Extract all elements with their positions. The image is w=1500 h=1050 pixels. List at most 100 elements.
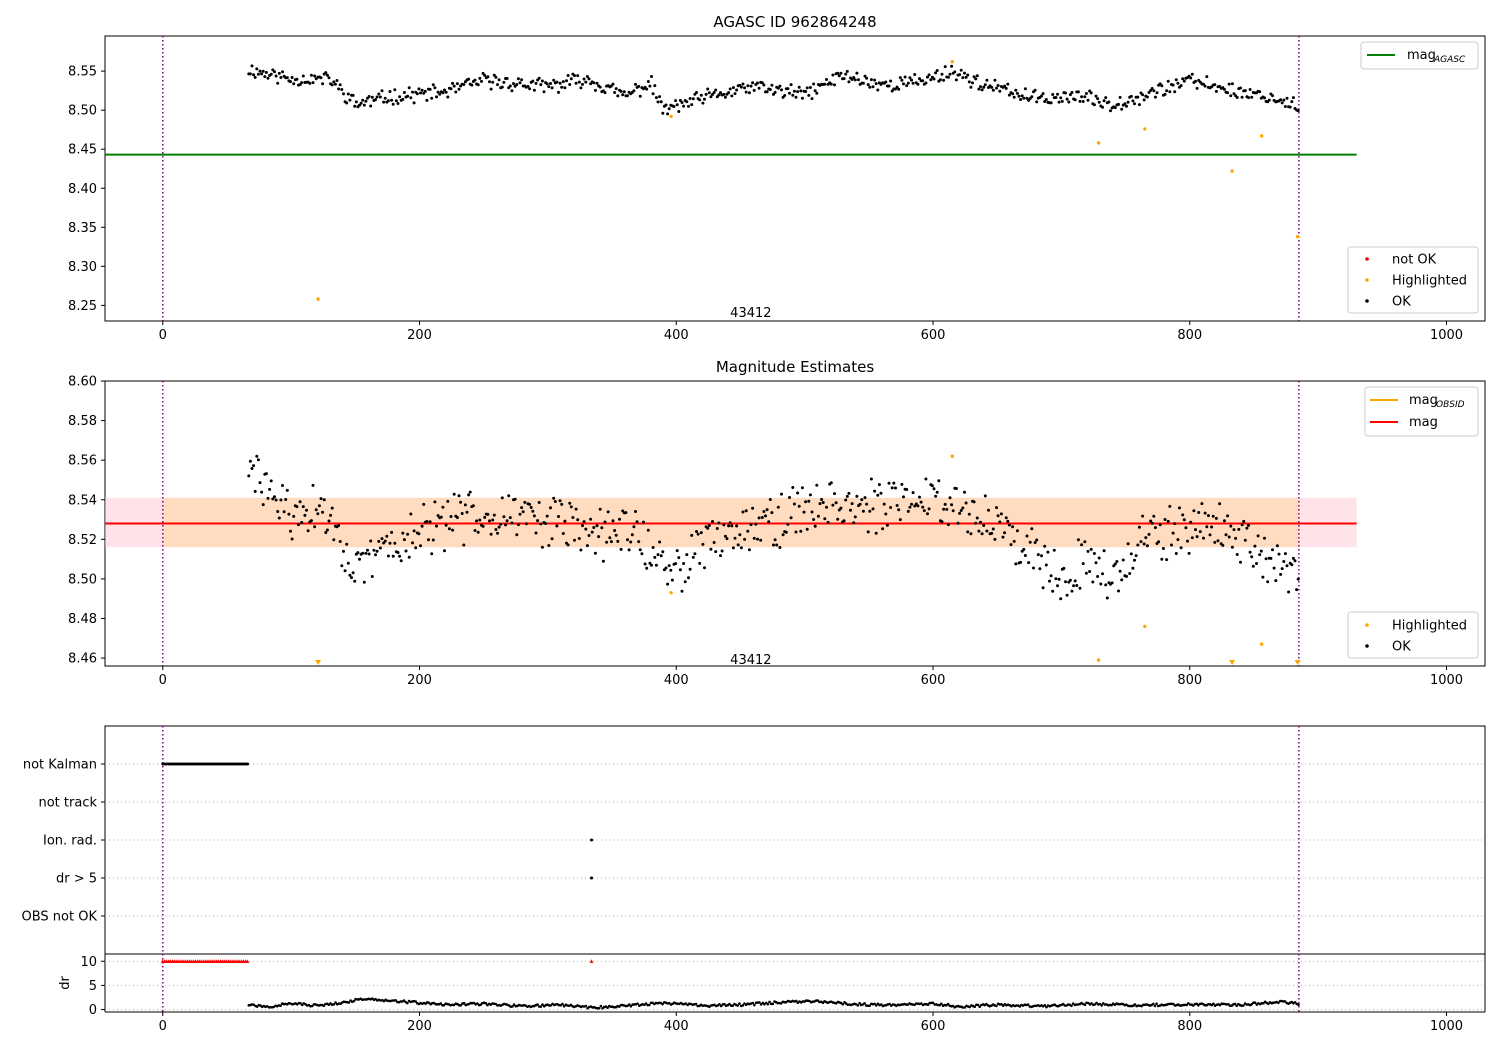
panel1-ok-point	[1136, 95, 1140, 99]
panel2-ok-point	[279, 498, 283, 502]
panel2-ok-point	[715, 527, 719, 530]
panel1-ok-point	[441, 91, 445, 95]
panel1-ok-point	[722, 92, 726, 96]
dr-clipped-marker	[245, 959, 250, 964]
panel1-ok-point	[324, 71, 328, 75]
panel1-ok-point	[1285, 96, 1289, 100]
panel2-ok-point	[1134, 554, 1138, 558]
panel2-ok-point	[1287, 590, 1291, 594]
panel2-ok-point	[287, 512, 291, 516]
panel2-ok-point	[1173, 522, 1177, 526]
panel2-ok-point	[414, 546, 418, 550]
legend-label: Highlighted	[1392, 619, 1467, 634]
panel2-ok-point	[507, 494, 511, 498]
panel2-ok-point	[343, 569, 347, 573]
legend-box	[1347, 246, 1479, 314]
legend-marker	[1365, 299, 1369, 303]
panel1-ok-point	[927, 73, 931, 77]
panel2-ok-point	[656, 553, 660, 557]
dr-point	[322, 1004, 326, 1007]
dr-point	[1043, 1004, 1047, 1007]
dr-point	[888, 1002, 891, 1006]
panel2-ok-point	[435, 524, 438, 528]
panel1-ok-point	[361, 98, 365, 102]
panel2-ok-point	[528, 502, 532, 506]
panel1-ok-point	[332, 80, 336, 84]
panel2-ok-point	[1208, 533, 1212, 537]
panel1-ok-point	[836, 71, 840, 75]
dr-point	[973, 1005, 976, 1008]
panel1-ok-point	[255, 67, 259, 71]
panel1-ok-point	[455, 82, 459, 86]
panel2-ok-point	[1059, 597, 1063, 601]
panel1-ok-point	[407, 86, 411, 90]
panel2-ok-point	[1104, 583, 1108, 587]
panel1-ok-point	[926, 75, 929, 79]
panel2-ok-point	[1216, 539, 1220, 543]
panel2-ok-point	[635, 520, 639, 524]
panel2-ok-point	[560, 502, 564, 506]
panel1-ok-point	[815, 91, 819, 95]
panel2-ok-point	[1224, 533, 1228, 537]
panel2-ok-point	[252, 464, 256, 468]
panel2-ok-point	[350, 576, 353, 580]
panel2-ok-point	[916, 504, 920, 508]
panel2-ok-point	[821, 501, 825, 504]
panel2-ok-point	[645, 566, 649, 570]
panel2-ok-point	[1176, 538, 1180, 542]
panel1-ok-point	[1150, 87, 1154, 90]
flag-point	[246, 762, 249, 766]
panel2-ok-point	[1091, 580, 1095, 584]
panel1-ok-point	[653, 84, 657, 88]
panel2-ok-point	[932, 487, 936, 491]
panel2-ok-point	[317, 504, 321, 508]
panel2-ok-point	[778, 546, 782, 549]
dr-point	[1153, 1004, 1157, 1008]
panel2-ok-point	[1235, 553, 1239, 556]
panel1-ok-point	[971, 81, 974, 85]
flag-point	[590, 838, 594, 842]
panel2-ok-point	[1142, 542, 1146, 546]
panel1-ok-point	[1044, 98, 1048, 101]
panel1-ok-point	[386, 99, 390, 103]
panel1-ok-point	[563, 86, 567, 90]
panel2-ok-point	[908, 505, 912, 509]
panel1-ok-point	[1181, 77, 1185, 81]
panel1-ok-point	[977, 87, 981, 91]
panel2-ok-point	[399, 559, 403, 563]
panel2-ok-point	[1081, 562, 1085, 566]
panel1-ok-point	[751, 81, 755, 85]
dr-point	[946, 1002, 950, 1006]
panel2-ok-point	[566, 543, 570, 547]
panel2-ok-point	[804, 500, 808, 504]
panel1-ok-point	[480, 79, 483, 83]
panel2-ok-point	[361, 551, 365, 555]
panel2-ok-point	[1274, 579, 1278, 583]
panel4-y-tick-label: 10	[80, 955, 97, 970]
panel2-ok-point	[1131, 566, 1135, 570]
panel1-ok-point	[1059, 96, 1063, 100]
panel2-ok-point	[576, 518, 580, 522]
panel2-ok-point	[626, 538, 629, 542]
panel2-ok-point	[510, 521, 514, 525]
panel1-ok-point	[621, 93, 625, 97]
dr-point	[484, 1002, 488, 1005]
panel1-ok-point	[574, 81, 578, 85]
dr-point	[648, 1003, 651, 1007]
panel1-ok-point	[913, 73, 917, 76]
panel2-ok-point	[366, 548, 369, 552]
panel1-ok-point	[972, 75, 976, 79]
panel2-ok-point	[964, 501, 968, 505]
panel1-ok-point	[760, 81, 764, 85]
panel2-ok-point	[815, 483, 819, 487]
panel1-ok-point	[406, 94, 410, 98]
dr-point	[562, 1004, 566, 1008]
panel1-ok-point	[1133, 102, 1136, 106]
panel2-ok-point	[1022, 547, 1026, 551]
panel2-ok-point	[805, 527, 809, 531]
panel1-ok-point	[719, 91, 722, 95]
panel2-ok-point	[855, 494, 859, 498]
panel2-ok-point	[558, 499, 562, 503]
panel2-ok-point	[1282, 560, 1286, 563]
panel1-ok-point	[313, 74, 317, 78]
